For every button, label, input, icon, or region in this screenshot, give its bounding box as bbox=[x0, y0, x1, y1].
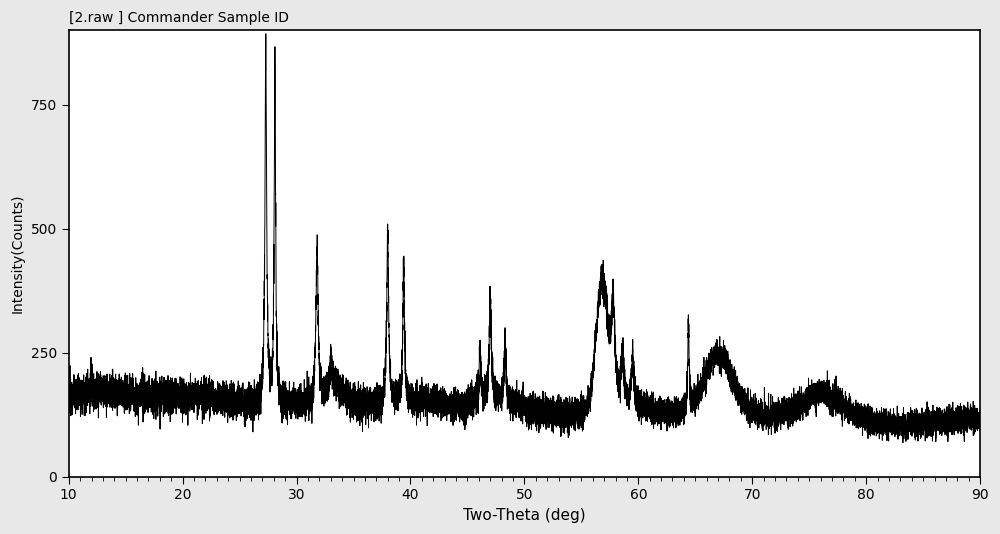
Text: [2.raw ] Commander Sample ID: [2.raw ] Commander Sample ID bbox=[69, 11, 289, 25]
Y-axis label: Intensity(Counts): Intensity(Counts) bbox=[11, 194, 25, 313]
X-axis label: Two-Theta (deg): Two-Theta (deg) bbox=[463, 508, 586, 523]
